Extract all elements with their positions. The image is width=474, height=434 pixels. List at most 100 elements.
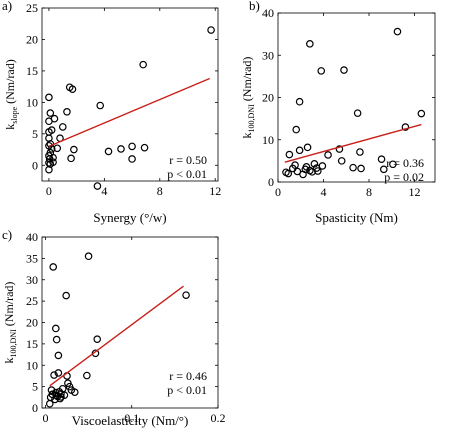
x-tick-label: 12 [209,184,221,198]
data-point [293,167,302,176]
data-point [54,351,63,360]
x-tick-label: 0 [42,411,48,425]
x-tick-label: 8 [157,184,163,198]
data-point [60,391,69,399]
data-point [139,60,147,69]
data-point [349,163,357,172]
data-point [50,371,58,379]
data-point [353,109,362,117]
data-point [52,335,61,344]
x-axis-label: Synergy (°/w) [93,210,166,225]
data-point [49,263,58,271]
data-point [295,146,304,155]
y-axis-label-subscript: 100,DNI [247,104,256,133]
data-point [306,40,314,48]
data-point [128,155,136,163]
data-point [49,158,57,166]
x-tick-label: 12 [409,185,421,199]
panel-a: 0 4 8 12 0 5 10 15 20 25 r = 0.50p < 0.01 Synergy (… [2,0,221,225]
data-point [380,165,388,174]
y-tick-label: 20 [26,32,38,46]
regression-line [48,77,210,148]
stat-annotation: p = 0.02 [384,170,424,184]
data-point [182,291,190,299]
stat-annotation: r = 0.50 [169,153,207,167]
panel-label: b) [249,0,260,13]
data-point [335,145,344,153]
x-tick-label: 0.1 [124,411,139,425]
stat-annotation: r = 0.46 [169,369,207,383]
data-point [303,143,312,152]
y-tick-label: 0 [32,401,38,415]
data-point [292,125,301,134]
x-axis-label: Spasticity (Nm) [315,210,398,225]
data-point [63,108,71,116]
data-point [53,144,62,153]
y-tick-label: 25 [26,1,38,15]
y-tick-label: 30 [262,48,274,62]
y-tick-label: 15 [26,64,38,78]
y-tick-label: 35 [26,251,38,265]
data-point [62,291,70,300]
data-point [284,169,293,178]
y-tick-label: 20 [26,316,38,330]
y-tick-label: 5 [32,380,38,394]
x-tick-label: 0 [46,184,52,198]
x-tick-label: 4 [101,184,107,198]
x-tick-label: 0.2 [211,411,226,425]
data-point [57,390,65,398]
data-point [50,114,59,123]
y-tick-label: 0 [32,158,38,172]
data-point [340,66,348,74]
y-tick-label: 25 [26,294,38,308]
data-point [54,369,63,377]
data-point [207,26,215,34]
data-point [285,150,294,159]
y-tick-label: 10 [26,95,38,109]
data-point [96,101,105,110]
data-point [49,153,57,162]
panel-c: 0 0.1 0.2 0 5 10 15 20 25 30 35 40 r = 0.46p < 0.01 V… [2,227,226,428]
y-axis-label: k100,DNI (Nm/rad) [2,282,18,364]
data-point [70,388,79,396]
y-axis-label-subscript: slope [10,106,19,123]
data-point [401,123,410,131]
panel-b: 0 4 8 12 0 10 20 30 40 r = 0.36p = 0.02 Spasticity… [240,0,436,225]
data-point [310,160,319,168]
data-point [70,145,78,154]
y-axis-label-main: k [240,132,254,138]
data-point [291,161,299,169]
y-tick-label: 0 [268,175,274,189]
data-point [314,167,322,175]
data-point [104,147,113,156]
x-tick-label: 4 [321,185,327,199]
y-axis-label-main: k [3,124,17,130]
data-point [140,143,149,152]
data-point [356,148,364,156]
y-axis-label: k100,DNI (Nm/rad) [240,57,256,139]
y-axis-label-main: k [2,357,16,363]
y-tick-label: 10 [26,358,38,372]
data-point [45,93,53,102]
x-tick-label: 8 [366,185,372,199]
data-point [317,67,326,75]
y-tick-label: 40 [262,6,274,20]
regression-line [284,123,422,163]
y-axis-label: kslope (Nm/rad) [3,59,19,130]
y-tick-label: 20 [262,91,274,105]
y-axis-label-unit: (Nm/rad) [240,57,254,105]
y-tick-label: 15 [26,337,38,351]
data-point [357,164,365,173]
y-axis-label-unit: (Nm/rad) [2,282,16,330]
x-axis-label: Viscoelasticity (Nm/°) [72,413,189,428]
data-point [337,157,346,165]
data-point [393,27,402,36]
stat-annotation: p < 0.01 [167,167,207,181]
data-point [417,109,426,118]
y-tick-label: 30 [26,273,38,287]
stat-annotation: r = 0.36 [386,156,424,170]
data-point [117,145,125,153]
y-axis-label-subscript: 100,DNI [9,329,18,358]
panel-label: a) [2,0,12,13]
